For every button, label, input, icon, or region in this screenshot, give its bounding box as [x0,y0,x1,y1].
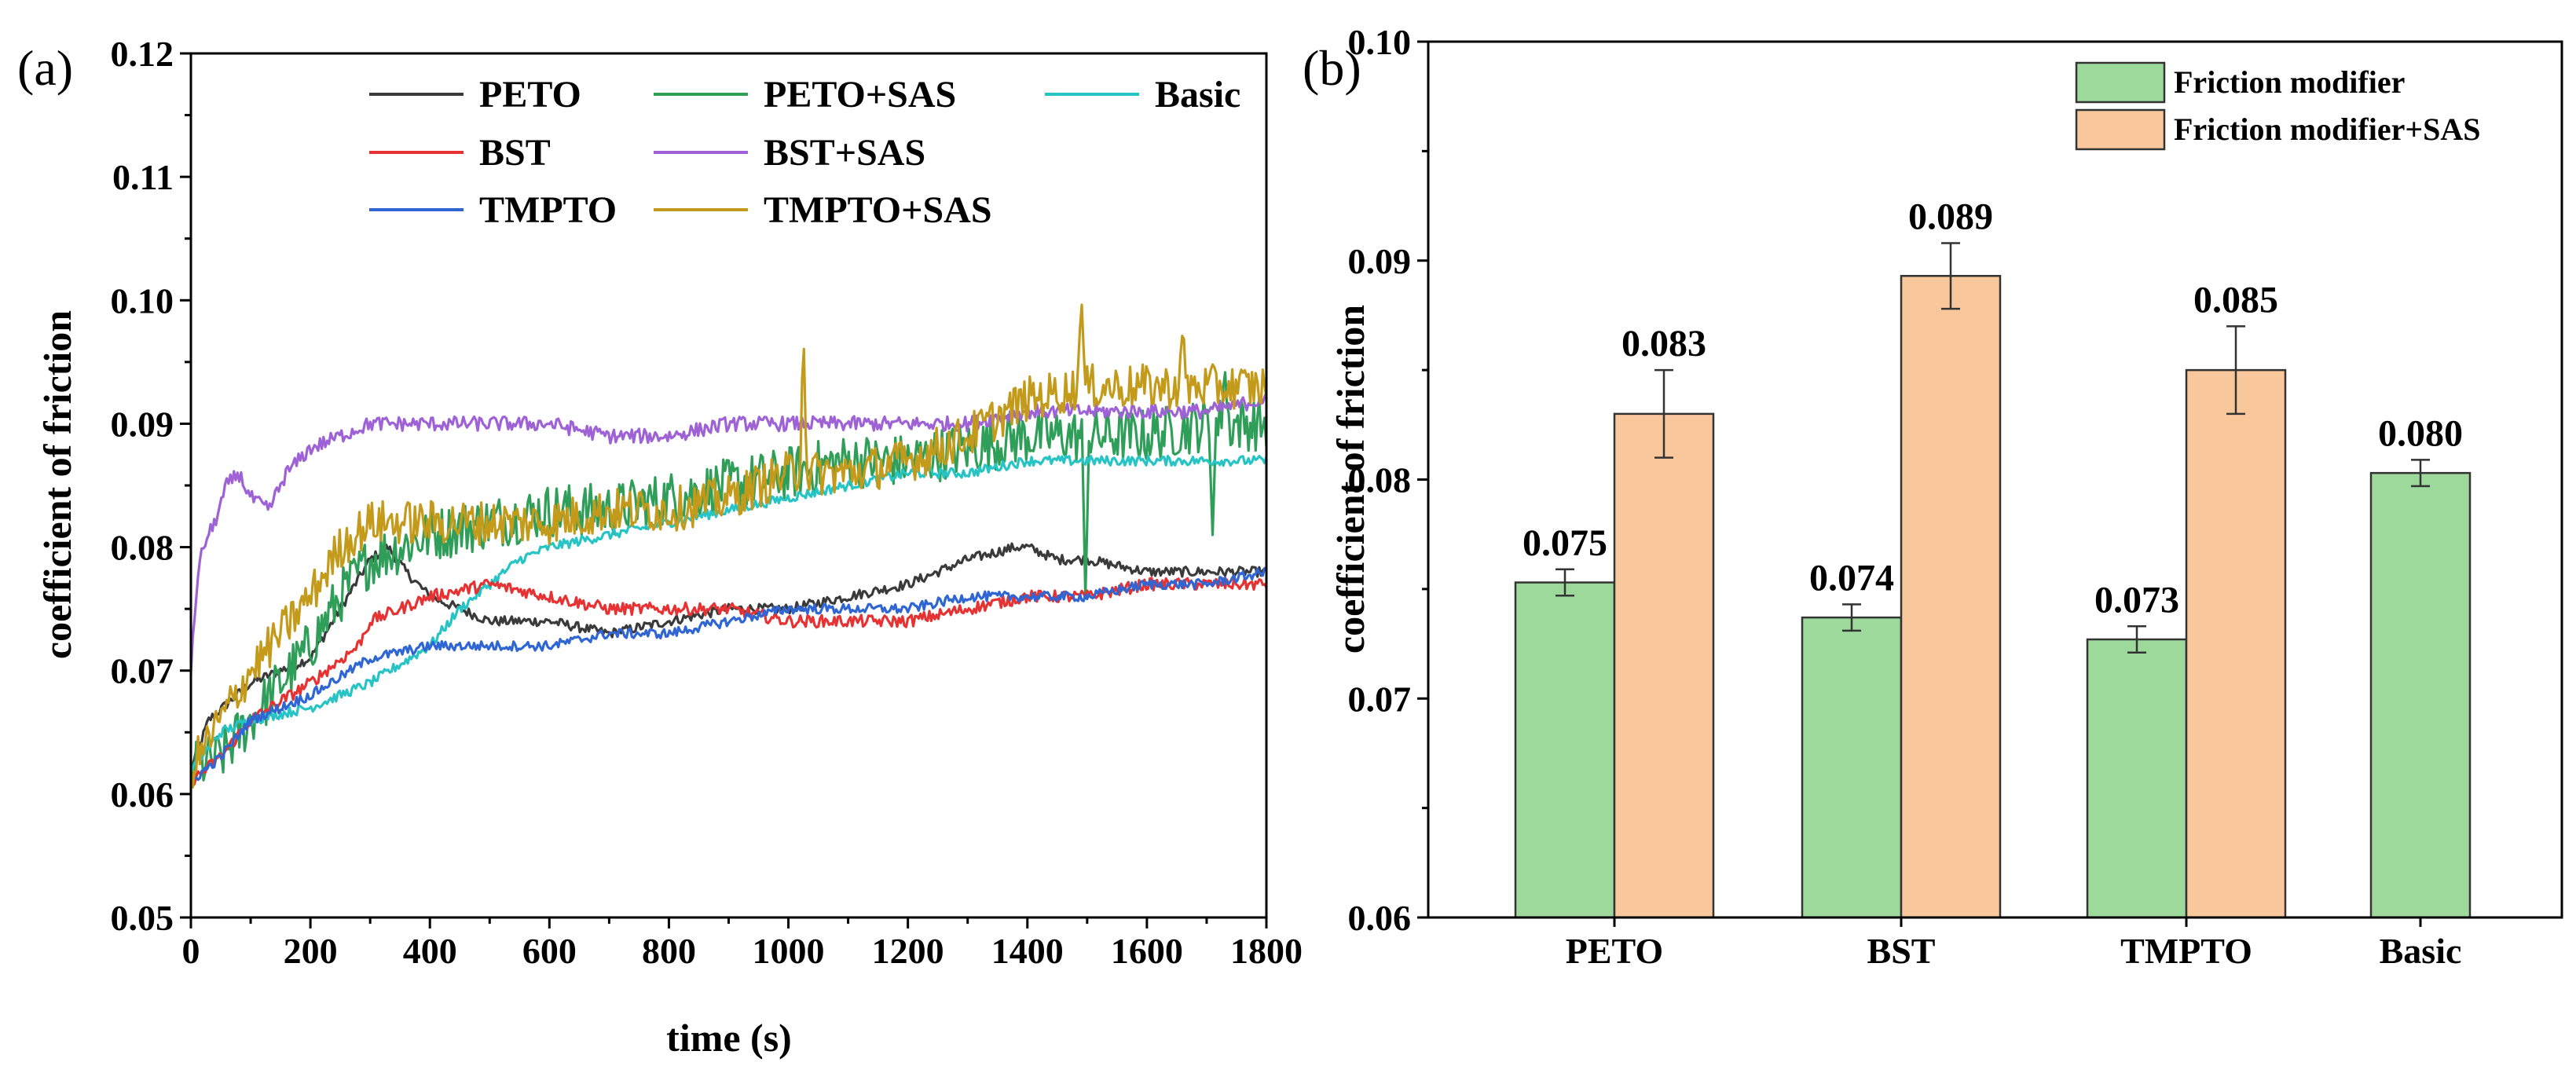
legend-label-friction-modifier: Friction modifier [2174,64,2405,100]
panel-b: (b) 0.0750.0830.0740.0890.0730.0850.080 … [1303,22,2563,971]
x-tick-label: 600 [522,931,577,971]
panel-a-legend: PETO PETO+SAS Basic BST BST+SAS TMPTO TMPTO+SA… [369,74,1240,231]
y-tick-label: 0.08 [1348,460,1412,500]
data-label-peto-friction-modifier-sas: 0.083 [1621,323,1706,364]
bar-bst-friction-modifier-sas [1900,275,2002,919]
legend-label-peto-sas: PETO+SAS [764,74,956,115]
y-tick-label: 0.11 [112,157,174,197]
y-tick-label: 0.07 [111,651,174,691]
x-tick-label: 1800 [1230,931,1303,971]
panel-b-bars: 0.075 0.083 0.074 0.089 0.073 0.085 0.080 [1514,196,2472,919]
series-line-bst [191,577,1266,788]
panel-b-y-axis-label: coefficient of friction [1328,305,1372,654]
x-tick-label: 1400 [991,931,1064,971]
series-line-tmpto-sas [191,303,1266,789]
series-line-peto-sas [191,371,1266,782]
panel-a-label: (a) [17,40,73,96]
data-label-bst-friction-modifier: 0.074 [1809,557,1894,599]
legend-label-bst: BST [479,132,551,174]
x-tick-label: 1600 [1111,931,1183,971]
panel-a-y-axis-label: coefficient of friction [35,310,79,659]
panel-a: (a) 0 200 400 600 800 1000 1200 1400 1600 1800 0.0… [17,34,1303,1060]
panel-b-label: (b) [1303,40,1361,96]
data-label-bst-friction-modifier-sas: 0.089 [1908,196,1993,237]
series-line-peto [191,542,1266,769]
legend-swatch-friction-modifier-sas [2075,108,2166,151]
y-tick-label: 0.12 [111,34,174,74]
series-line-basic [191,454,1266,771]
bar-tmpto-friction-modifier-sas [2185,368,2287,919]
y-tick-label: 0.06 [111,775,174,815]
data-label-peto-friction-modifier: 0.075 [1523,522,1607,564]
y-tick-label: 0.09 [111,404,174,444]
legend-label-friction-modifier-sas: Friction modifier+SAS [2174,112,2481,147]
y-tick-label: 0.10 [1348,22,1412,62]
x-tick-label-bst: BST [1867,931,1936,971]
x-tick-label-basic: Basic [2380,931,2462,971]
legend-label-peto: PETO [479,74,581,115]
legend-label-tmpto: TMPTO [479,189,617,231]
x-tick-label: 400 [403,931,457,971]
x-tick-label: 1000 [753,931,825,971]
series-line-tmpto [191,566,1266,782]
panel-b-legend: Friction modifier Friction modifier+SAS [2075,61,2481,151]
legend-swatch-friction-modifier [2075,61,2166,104]
y-tick-label: 0.08 [111,528,174,568]
panel-a-ticks: 0 200 400 600 800 1000 1200 1400 1600 1800 0.05 0.0… [111,34,1303,971]
y-tick-label: 0.06 [1348,898,1412,938]
panel-a-series-group [191,303,1266,789]
x-tick-label: 0 [182,931,200,971]
y-tick-label: 0.07 [1348,679,1412,719]
data-label-basic-friction-modifier: 0.080 [2378,412,2463,454]
series-line-bst-sas [191,392,1266,675]
data-label-tmpto-friction-modifier-sas: 0.085 [2193,279,2278,320]
bar-basic-friction-modifier [2369,471,2472,919]
legend-label-basic: Basic [1155,74,1240,115]
y-tick-label: 0.05 [111,898,174,938]
data-label-tmpto-friction-modifier: 0.073 [2094,579,2179,621]
bar-bst-friction-modifier [1801,616,1903,919]
x-tick-label: 200 [284,931,338,971]
x-tick-label-peto: PETO [1566,931,1663,971]
x-tick-label: 800 [642,931,696,971]
legend-label-tmpto-sas: TMPTO+SAS [764,189,992,231]
bar-tmpto-friction-modifier [2086,638,2188,919]
bar-peto-friction-modifier [1514,581,1616,919]
y-tick-label: 0.10 [111,280,174,320]
y-tick-label: 0.09 [1348,241,1412,281]
legend-label-bst-sas: BST+SAS [764,132,925,174]
x-tick-label-tmpto: TMPTO [2120,931,2252,971]
panel-a-lines [191,303,1266,789]
bar-peto-friction-modifier-sas [1613,412,1715,919]
x-tick-label: 1200 [872,931,944,971]
panel-b-ticks: 0.06 0.07 0.08 0.09 0.10 PETO BST TMPTO Basic [1348,22,2462,971]
panel-a-x-axis-label: time (s) [666,1016,792,1060]
